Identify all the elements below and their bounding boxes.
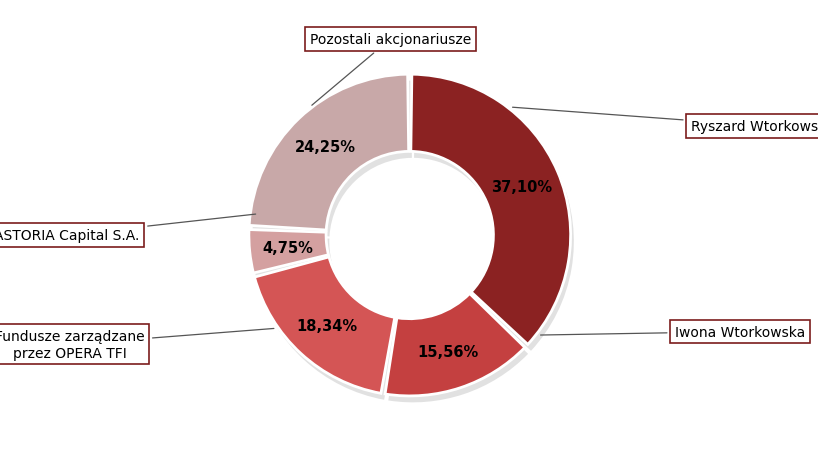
Wedge shape <box>253 81 412 237</box>
Text: Fundusze zarządzane
przez OPERA TFI: Fundusze zarządzane przez OPERA TFI <box>0 329 274 360</box>
Wedge shape <box>411 75 571 344</box>
Text: 18,34%: 18,34% <box>296 318 357 333</box>
Wedge shape <box>385 294 525 396</box>
Text: Pozostali akcjonariusze: Pozostali akcjonariusze <box>310 33 471 106</box>
Wedge shape <box>252 237 331 280</box>
Wedge shape <box>254 258 395 394</box>
Text: 37,10%: 37,10% <box>492 180 553 195</box>
Text: 24,25%: 24,25% <box>294 140 356 155</box>
Wedge shape <box>389 300 528 403</box>
Text: ASTORIA Capital S.A.: ASTORIA Capital S.A. <box>0 215 256 243</box>
Text: 15,56%: 15,56% <box>418 344 479 359</box>
Wedge shape <box>414 81 574 351</box>
Wedge shape <box>258 264 398 400</box>
Text: Iwona Wtorkowska: Iwona Wtorkowska <box>541 325 806 339</box>
Wedge shape <box>249 75 409 231</box>
Wedge shape <box>249 230 329 273</box>
Text: 4,75%: 4,75% <box>263 241 313 255</box>
Text: Ryszard Wtorkowski: Ryszard Wtorkowski <box>513 108 818 133</box>
